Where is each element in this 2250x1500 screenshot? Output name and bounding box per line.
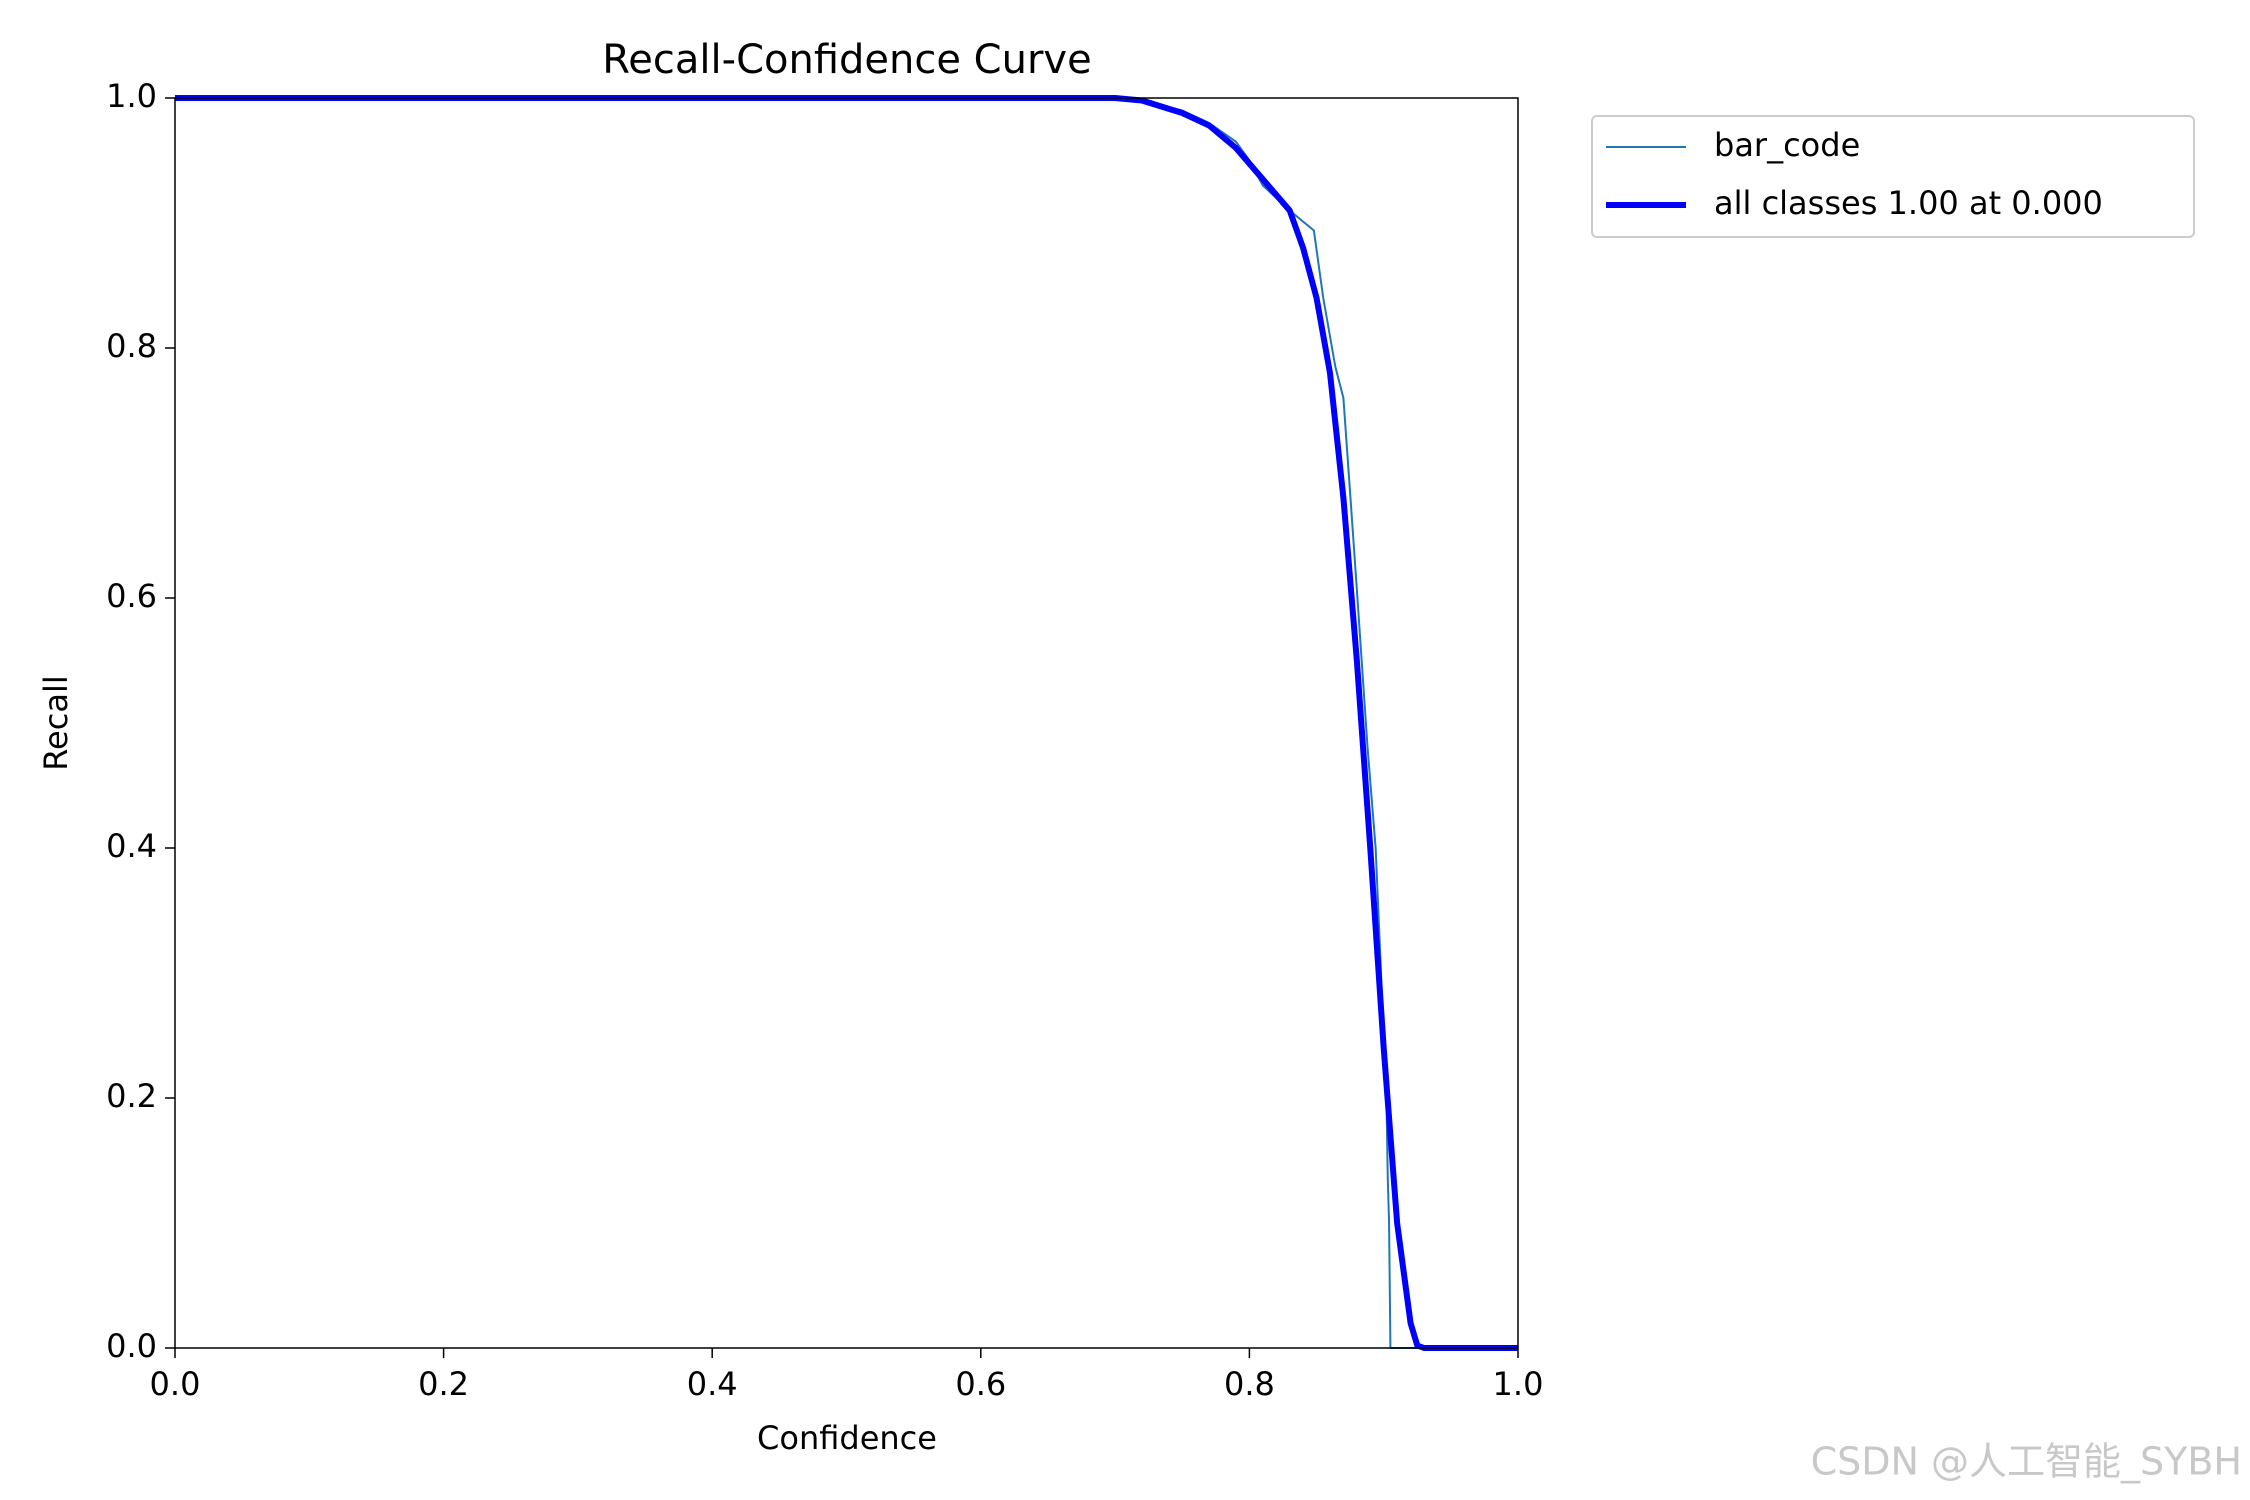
watermark: CSDN @人工智能_SYBH xyxy=(1811,1440,2242,1484)
legend-label: all classes 1.00 at 0.000 xyxy=(1714,184,2103,222)
y-tick-label: 0.6 xyxy=(106,577,157,615)
x-tick-label: 0.0 xyxy=(150,1365,201,1403)
y-tick-label: 0.8 xyxy=(106,327,157,365)
x-tick-label: 0.4 xyxy=(687,1365,738,1403)
legend-label: bar_code xyxy=(1714,126,1860,164)
x-tick-label: 1.0 xyxy=(1493,1365,1544,1403)
legend-box xyxy=(1591,115,2195,238)
x-tick-label: 0.6 xyxy=(955,1365,1006,1403)
y-tick-label: 0.2 xyxy=(106,1077,157,1115)
x-tick-label: 0.2 xyxy=(418,1365,469,1403)
y-tick-label: 0.4 xyxy=(106,827,157,865)
y-tick-label: 1.0 xyxy=(106,77,157,115)
y-axis-label: Recall xyxy=(37,675,75,770)
y-tick-label: 0.0 xyxy=(106,1327,157,1365)
axes-frame xyxy=(174,97,1519,1349)
line-series xyxy=(175,95,1518,1351)
x-axis-label: Confidence xyxy=(757,1419,937,1457)
chart-title: Recall-Confidence Curve xyxy=(602,37,1091,83)
x-tick-label: 0.8 xyxy=(1224,1365,1275,1403)
